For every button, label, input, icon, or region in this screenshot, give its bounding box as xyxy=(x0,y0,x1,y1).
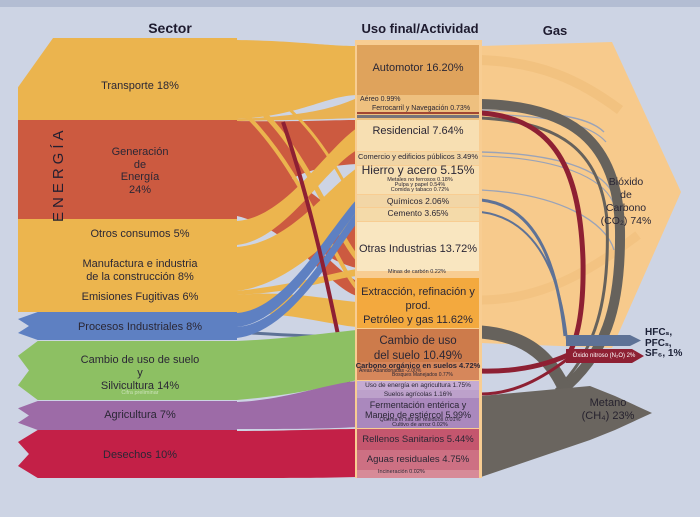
use-node-residencial xyxy=(357,120,479,151)
use-label-quimicos: Químicos 2.06% xyxy=(386,196,450,206)
use-label-residencial: Residencial 7.64% xyxy=(372,125,464,137)
sector-label-generacion: Generación de Energía 24% xyxy=(111,146,169,196)
n2o-crossflow xyxy=(480,110,586,354)
use-label-cambio-suelo: Cambio de uso del suelo 10.49% xyxy=(373,335,463,362)
sector-label-fugitivas: Emisiones Fugitivas 6% xyxy=(81,291,199,303)
column-header-sector: Sector xyxy=(148,20,192,36)
use-label-quema: Quema in situ de residuos 0.01% xyxy=(379,417,461,423)
sector-node-desechos xyxy=(18,430,237,478)
use-node-uso-energia-agricultura xyxy=(357,381,479,390)
use-label-incineracion: Incineración 0.02% xyxy=(378,469,425,475)
use-label-otras: Otras Industrias 13.72% xyxy=(358,243,477,255)
use-node-suelos-agricolas xyxy=(357,390,479,398)
use-label-automotor: Automotor 16.20% xyxy=(372,62,464,74)
sector-node-transporte xyxy=(18,38,237,120)
use-label-uso-energia: Uso de energía en agricultura 1.75% xyxy=(365,382,471,389)
top-strip xyxy=(0,0,700,7)
gas-label-n2o: Óxido nitroso (N₂O) 2% xyxy=(572,353,636,359)
use-label-hierro: Hierro y acero 5.15% xyxy=(361,163,475,177)
use-zone-incineracion xyxy=(357,470,479,478)
use-label-cultivo: Cultivo de arroz 0.02% xyxy=(392,422,448,428)
gas-label-co2: Bióxido de Carbono (CO₂) 74% xyxy=(600,176,652,227)
sector-note-preliminar: Cifra preliminar xyxy=(121,390,159,396)
use-node-cemento xyxy=(357,208,479,221)
use-label-fermentacion: Fermentación entérica y Manejo de estiér… xyxy=(364,400,472,420)
use-node-hierro xyxy=(357,166,479,194)
use-label-comida: Comida y tabaco 0.72% xyxy=(390,187,450,193)
sector-node-otros-consumos xyxy=(18,219,237,245)
use-strip-ferrocarril xyxy=(357,115,479,118)
sector-node-manufactura xyxy=(18,245,237,290)
use-label-carbono: Carbono orgánico en suelos 4.72% xyxy=(355,361,481,370)
gas-arrows xyxy=(480,42,681,477)
sector-label-agricultura: Agricultura 7% xyxy=(104,409,176,421)
use-node-rellenos xyxy=(357,429,479,450)
sector-to-use-ribbons xyxy=(236,40,567,478)
sector-label-procesos: Procesos Industriales 8% xyxy=(77,321,203,333)
n2o-arrow xyxy=(566,349,644,363)
use-node-comercio xyxy=(357,152,479,165)
use-zone-carbono xyxy=(357,362,479,380)
use-label-comercio: Comercio y edificios públicos 3.49% xyxy=(357,152,479,161)
co2-arrow xyxy=(481,42,681,348)
use-label-extraccion: Extracción, refinación y prod. Petróleo … xyxy=(361,286,475,326)
use-label-metales: Metales no ferrosos 0.18% xyxy=(387,177,453,183)
metano-arrow xyxy=(481,386,652,477)
use-node-otras-industrias xyxy=(357,222,479,271)
column-header-uso: Uso final/Actividad xyxy=(361,21,479,36)
use-label-suelos: Suelos agrícolas 1.16% xyxy=(383,391,453,398)
use-label-minas: Minas de carbón 0.22% xyxy=(388,269,446,275)
use-node-cambio-suelo xyxy=(357,329,479,362)
use-label-aguas: Aguas residuales 4.75% xyxy=(366,454,470,465)
sector-label-transporte: Transporte 18% xyxy=(101,80,179,92)
sector-node-fugitivas xyxy=(18,290,237,312)
use-node-aguas xyxy=(357,450,479,470)
use-node-quimicos xyxy=(357,195,479,207)
fgas-arrow xyxy=(566,335,641,346)
use-node-extraccion xyxy=(357,278,479,328)
gas-label-fgases: HFCₛ, PFCₛ, SF₆, 1% xyxy=(645,327,683,359)
sector-node-uscuss xyxy=(18,341,237,400)
sector-node-generacion xyxy=(18,120,237,219)
use-label-pulpa: Pulpa y papel 0.54% xyxy=(394,182,446,188)
sector-label-uscuss: Cambio de uso de suelo y Silvicultura 14… xyxy=(80,354,200,392)
sector-label-otros: Otros consumos 5% xyxy=(90,228,190,240)
sector-node-procesos xyxy=(18,312,237,340)
column-header-gas: Gas xyxy=(542,23,568,38)
use-label-cemento: Cemento 3.65% xyxy=(387,208,449,218)
sector-label-desechos: Desechos 10% xyxy=(103,449,177,461)
use-label-rellenos: Rellenos Sanitarios 5.44% xyxy=(362,434,474,445)
sector-node-agricultura xyxy=(18,401,237,430)
use-label-ferrocarril: Ferrocarril y Navegación 0.73% xyxy=(372,105,471,112)
use-node-fermentacion xyxy=(357,398,479,428)
use-label-aereo: Aéreo 0.99% xyxy=(360,96,401,103)
use-label-areas: Áreas Abandonadas -2.00% xyxy=(359,368,422,374)
use-strip-aereo xyxy=(357,112,479,114)
sector-label-manufactura: Manufactura e industria de la construcci… xyxy=(82,258,198,283)
gas-label-metano: Metano (CH₄) 23% xyxy=(581,397,635,422)
use-node-automotor xyxy=(357,45,479,95)
use-label-bosques: Bosques Manejados 0.77% xyxy=(392,372,453,378)
